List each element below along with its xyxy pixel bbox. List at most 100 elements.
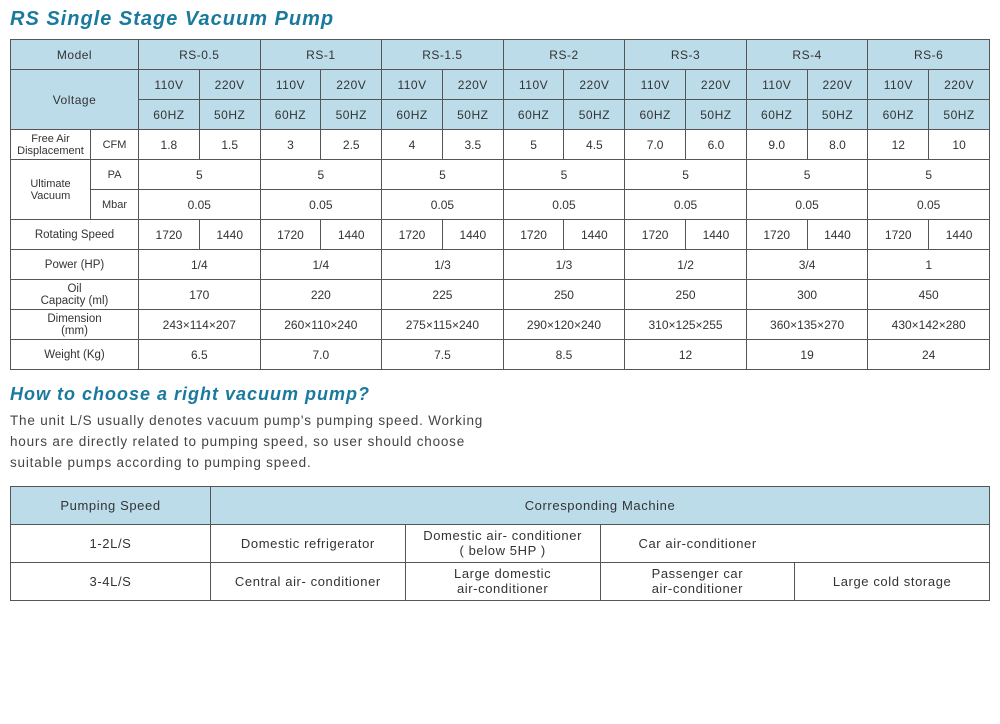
machine-cell — [795, 524, 990, 562]
pwr-cell: 1/3 — [503, 250, 625, 280]
hz-cell: 60HZ — [868, 100, 929, 130]
spec-model: RS-4 — [746, 40, 868, 70]
wt-cell: 6.5 — [139, 340, 261, 370]
hz-cell: 60HZ — [503, 100, 564, 130]
pwr-cell: 1/3 — [382, 250, 504, 280]
unit-cfm: CFM — [91, 130, 139, 160]
hz-cell: 50HZ — [199, 100, 260, 130]
hz-cell: 50HZ — [929, 100, 990, 130]
unit-pa: PA — [91, 160, 139, 190]
hz-cell: 60HZ — [382, 100, 443, 130]
dim-cell: 310×125×255 — [625, 310, 747, 340]
fad-cell: 3 — [260, 130, 321, 160]
guide-text: The unit L/S usually denotes vacuum pump… — [10, 411, 500, 474]
unit-mbar: Mbar — [91, 190, 139, 220]
rot-cell: 1720 — [503, 220, 564, 250]
rot-cell: 1440 — [807, 220, 868, 250]
mbar-cell: 0.05 — [382, 190, 504, 220]
dim-cell: 360×135×270 — [746, 310, 868, 340]
row-label-dim: Dimension(mm) — [11, 310, 139, 340]
pa-cell: 5 — [503, 160, 625, 190]
pwr-cell: 1 — [868, 250, 990, 280]
volt-cell: 110V — [139, 70, 200, 100]
spec-model: RS-6 — [868, 40, 990, 70]
pa-cell: 5 — [382, 160, 504, 190]
hz-cell: 60HZ — [625, 100, 686, 130]
spec-col-model: Model — [11, 40, 139, 70]
volt-cell: 220V — [199, 70, 260, 100]
rot-cell: 1720 — [260, 220, 321, 250]
pwr-cell: 3/4 — [746, 250, 868, 280]
fad-cell: 4.5 — [564, 130, 625, 160]
machine-cell: Domestic air- conditioner( below 5HP ) — [405, 524, 600, 562]
machine-cell: Large cold storage — [795, 562, 990, 600]
pa-cell: 5 — [139, 160, 261, 190]
spec-col-voltage: Voltage — [11, 70, 139, 130]
pa-cell: 5 — [625, 160, 747, 190]
rot-cell: 1440 — [199, 220, 260, 250]
hz-cell: 50HZ — [807, 100, 868, 130]
page-title: RS Single Stage Vacuum Pump — [10, 8, 990, 31]
rot-cell: 1720 — [382, 220, 443, 250]
fad-cell: 3.5 — [442, 130, 503, 160]
hz-cell: 60HZ — [260, 100, 321, 130]
speed-cell: 1-2L/S — [11, 524, 211, 562]
rot-cell: 1440 — [442, 220, 503, 250]
fad-cell: 1.8 — [139, 130, 200, 160]
dim-cell: 275×115×240 — [382, 310, 504, 340]
dim-cell: 290×120×240 — [503, 310, 625, 340]
fad-cell: 5 — [503, 130, 564, 160]
wt-cell: 24 — [868, 340, 990, 370]
rot-cell: 1720 — [625, 220, 686, 250]
wt-cell: 7.0 — [260, 340, 382, 370]
wt-cell: 19 — [746, 340, 868, 370]
rot-cell: 1720 — [746, 220, 807, 250]
oil-cell: 225 — [382, 280, 504, 310]
mbar-cell: 0.05 — [746, 190, 868, 220]
pa-cell: 5 — [868, 160, 990, 190]
oil-cell: 220 — [260, 280, 382, 310]
oil-cell: 250 — [503, 280, 625, 310]
mbar-cell: 0.05 — [139, 190, 261, 220]
spec-model: RS-1.5 — [382, 40, 504, 70]
hz-cell: 50HZ — [321, 100, 382, 130]
volt-cell: 220V — [442, 70, 503, 100]
hz-cell: 50HZ — [564, 100, 625, 130]
mbar-cell: 0.05 — [503, 190, 625, 220]
fad-cell: 8.0 — [807, 130, 868, 160]
volt-cell: 220V — [564, 70, 625, 100]
oil-cell: 300 — [746, 280, 868, 310]
pa-cell: 5 — [746, 160, 868, 190]
spec-model: RS-0.5 — [139, 40, 261, 70]
mbar-cell: 0.05 — [625, 190, 747, 220]
hz-cell: 60HZ — [746, 100, 807, 130]
machine-cell: Large domesticair-conditioner — [405, 562, 600, 600]
pwr-cell: 1/4 — [260, 250, 382, 280]
hz-cell: 60HZ — [139, 100, 200, 130]
spec-table: Model RS-0.5 RS-1 RS-1.5 RS-2 RS-3 RS-4 … — [10, 39, 990, 370]
fad-cell: 9.0 — [746, 130, 807, 160]
fad-cell: 2.5 — [321, 130, 382, 160]
volt-cell: 220V — [929, 70, 990, 100]
pwr-cell: 1/4 — [139, 250, 261, 280]
volt-cell: 220V — [807, 70, 868, 100]
wt-cell: 7.5 — [382, 340, 504, 370]
volt-cell: 110V — [503, 70, 564, 100]
row-label-power: Power (HP) — [11, 250, 139, 280]
fad-cell: 10 — [929, 130, 990, 160]
fad-cell: 6.0 — [686, 130, 747, 160]
fad-cell: 4 — [382, 130, 443, 160]
guide-heading: How to choose a right vacuum pump? — [10, 384, 990, 405]
oil-cell: 170 — [139, 280, 261, 310]
row-label-fad: Free AirDisplacement — [11, 130, 91, 160]
dim-cell: 260×110×240 — [260, 310, 382, 340]
spec-model: RS-2 — [503, 40, 625, 70]
hz-cell: 50HZ — [686, 100, 747, 130]
dim-cell: 243×114×207 — [139, 310, 261, 340]
row-label-oil: OilCapacity (ml) — [11, 280, 139, 310]
pa-cell: 5 — [260, 160, 382, 190]
fad-cell: 7.0 — [625, 130, 686, 160]
fad-cell: 12 — [868, 130, 929, 160]
fad-cell: 1.5 — [199, 130, 260, 160]
rot-cell: 1440 — [929, 220, 990, 250]
